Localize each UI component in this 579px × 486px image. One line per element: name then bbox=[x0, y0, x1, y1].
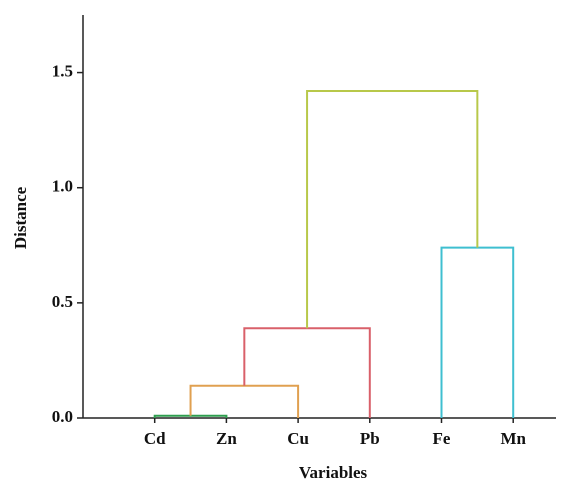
x-tick-label: Cd bbox=[144, 429, 166, 448]
dendrogram-link bbox=[189, 384, 300, 418]
dendrogram-link bbox=[306, 89, 479, 329]
x-tick-label: Mn bbox=[500, 429, 526, 448]
x-tick-label: Cu bbox=[287, 429, 309, 448]
x-tick-label: Fe bbox=[433, 429, 451, 448]
dendrogram-link bbox=[243, 327, 371, 418]
y-tick-label: 0.5 bbox=[52, 292, 73, 311]
x-axis-label: Variables bbox=[299, 463, 368, 482]
y-tick-label: 1.0 bbox=[52, 177, 73, 196]
y-tick-label: 1.5 bbox=[52, 61, 73, 80]
dendrogram-link bbox=[440, 246, 515, 418]
x-tick-label: Zn bbox=[216, 429, 237, 448]
x-tick-label: Pb bbox=[360, 429, 380, 448]
y-axis-label: Distance bbox=[11, 186, 30, 249]
y-tick-label: 0.0 bbox=[52, 407, 73, 426]
